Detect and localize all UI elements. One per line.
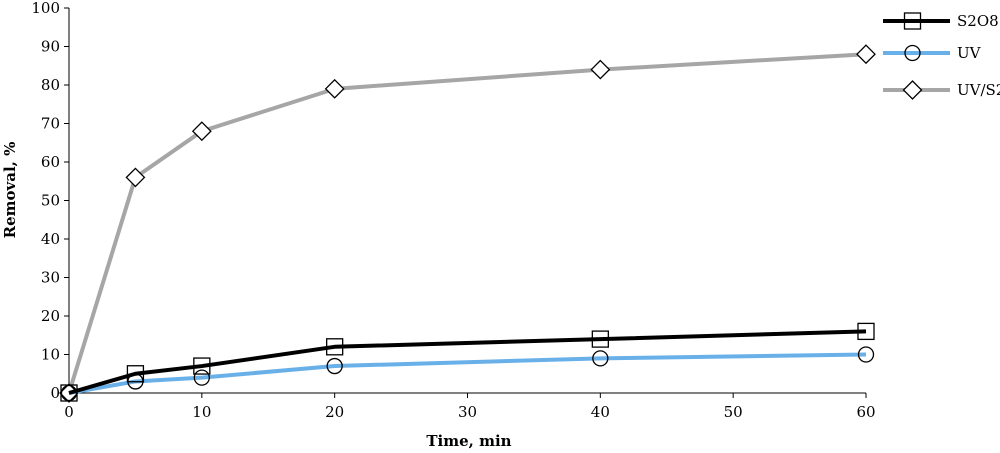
legend-item: S2O8 xyxy=(883,12,999,30)
legend-label: UV xyxy=(957,44,982,62)
y-axis-title: Removal, % xyxy=(1,142,19,239)
y-tick-label: 80 xyxy=(41,76,60,94)
y-tick-label: 40 xyxy=(41,230,60,248)
y-tick-label: 20 xyxy=(41,307,60,325)
x-tick-label: 0 xyxy=(64,403,74,421)
data-point-diamond xyxy=(856,44,876,65)
x-tick-label: 60 xyxy=(856,403,875,421)
data-point-diamond xyxy=(125,167,146,188)
data-point-square xyxy=(126,365,145,383)
x-axis-title: Time, min xyxy=(426,432,511,450)
data-point-square xyxy=(591,330,609,348)
data-point-square xyxy=(326,338,344,356)
series-layer xyxy=(59,44,876,403)
data-point-circle xyxy=(193,369,210,386)
legend: S2O8 UV UV/S2O8 xyxy=(883,12,1000,100)
x-axis-ticks: 0 10 20 30 40 50 60 xyxy=(64,393,876,421)
y-tick-label: 10 xyxy=(41,346,60,364)
series-line xyxy=(68,352,867,395)
series-uv-s2o8 xyxy=(59,44,876,403)
data-point-circle xyxy=(592,350,609,367)
x-tick-label: 50 xyxy=(724,403,743,421)
y-tick-label: 50 xyxy=(41,192,60,210)
legend-item: UV xyxy=(883,44,982,62)
data-point-diamond xyxy=(324,78,345,99)
y-tick-label: 30 xyxy=(41,269,60,287)
series-line xyxy=(67,52,867,394)
legend-marker-square xyxy=(903,12,922,30)
data-point-square xyxy=(60,384,78,402)
legend-marker-circle xyxy=(904,44,921,62)
legend-label: S2O8 xyxy=(957,12,999,30)
y-tick-label: 0 xyxy=(50,384,60,402)
y-tick-label: 90 xyxy=(41,38,60,56)
series-uv xyxy=(60,346,875,402)
series-line xyxy=(68,329,867,395)
x-tick-label: 40 xyxy=(591,403,610,421)
data-point-diamond xyxy=(590,59,611,80)
data-point-square xyxy=(857,322,875,341)
series-s2o8 xyxy=(60,322,875,402)
legend-label: UV/S2O8 xyxy=(957,81,1000,99)
data-point-circle xyxy=(857,346,875,363)
x-tick-label: 20 xyxy=(325,403,344,421)
data-point-diamond xyxy=(191,121,212,142)
y-axis-ticks: 0 10 20 30 40 50 60 70 80 90 100 xyxy=(31,0,69,402)
x-tick-label: 30 xyxy=(458,403,477,421)
y-tick-label: 100 xyxy=(31,0,60,17)
y-tick-label: 60 xyxy=(41,153,60,171)
legend-marker-diamond xyxy=(902,80,923,100)
y-tick-label: 70 xyxy=(41,115,60,133)
data-point-circle xyxy=(326,357,343,375)
x-tick-label: 10 xyxy=(192,403,211,421)
legend-item: UV/S2O8 xyxy=(883,80,1000,100)
data-point-square xyxy=(193,357,211,375)
